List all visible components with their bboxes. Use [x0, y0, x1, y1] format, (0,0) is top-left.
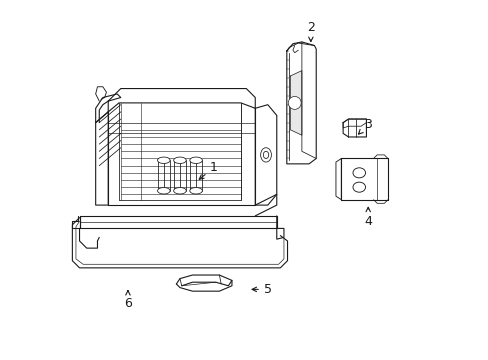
Ellipse shape [260, 148, 271, 162]
Polygon shape [335, 158, 341, 200]
Circle shape [287, 96, 301, 109]
Ellipse shape [157, 188, 170, 194]
Ellipse shape [173, 157, 186, 163]
Ellipse shape [352, 168, 365, 178]
Ellipse shape [157, 157, 170, 163]
Text: 6: 6 [124, 291, 132, 310]
Polygon shape [108, 108, 255, 205]
Polygon shape [286, 42, 316, 164]
Ellipse shape [189, 188, 202, 194]
Ellipse shape [189, 157, 202, 163]
Polygon shape [255, 105, 276, 205]
Text: 4: 4 [364, 207, 371, 228]
Ellipse shape [263, 151, 268, 158]
Text: 5: 5 [252, 283, 271, 296]
Polygon shape [343, 119, 366, 128]
Polygon shape [341, 158, 387, 200]
Polygon shape [96, 94, 121, 123]
Polygon shape [108, 89, 255, 112]
Text: 1: 1 [199, 161, 218, 179]
Polygon shape [176, 275, 231, 286]
Ellipse shape [173, 188, 186, 194]
Polygon shape [343, 119, 366, 137]
Polygon shape [290, 71, 301, 135]
Polygon shape [96, 112, 108, 205]
Ellipse shape [352, 182, 365, 192]
Polygon shape [80, 216, 276, 228]
Text: 3: 3 [358, 118, 371, 134]
Text: 2: 2 [306, 21, 314, 41]
